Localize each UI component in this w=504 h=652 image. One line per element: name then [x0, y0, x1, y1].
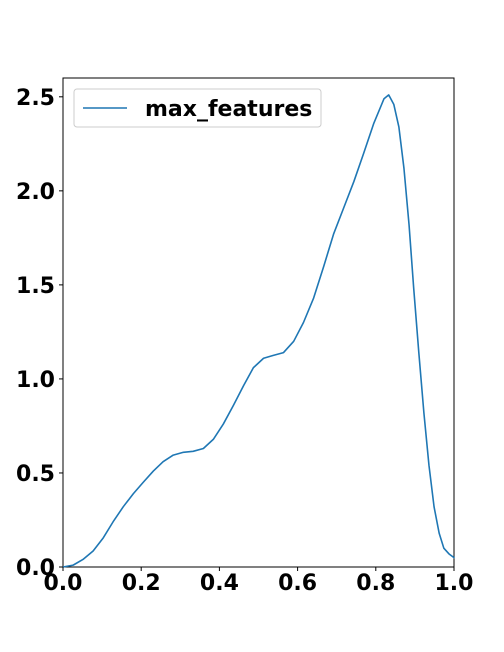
plot-area — [62, 77, 455, 568]
y-tick-label: 2.5 — [16, 86, 55, 111]
y-tick-label: 1.0 — [16, 368, 55, 393]
x-tick-label: 0.2 — [122, 571, 161, 596]
y-axis: 0.0 0.5 1.0 1.5 2.0 2.5 — [16, 86, 63, 581]
x-tick-label: 1.0 — [435, 571, 474, 596]
y-tick-label: 0.0 — [16, 556, 55, 581]
x-tick-label: 0.6 — [278, 571, 317, 596]
x-tick-label: 0.4 — [200, 571, 239, 596]
legend: max_features — [73, 88, 322, 128]
x-tick-label: 0.0 — [44, 571, 83, 596]
y-tick-label: 0.5 — [16, 462, 55, 487]
series-layer — [62, 94, 455, 568]
x-tick-label: 0.8 — [356, 571, 395, 596]
y-tick-label: 1.5 — [16, 274, 55, 299]
legend-label: max_features — [145, 97, 312, 122]
series-line-max-features — [62, 94, 455, 568]
x-axis: 0.0 0.2 0.4 0.6 0.8 1.0 — [44, 567, 474, 596]
y-tick-label: 2.0 — [16, 180, 55, 205]
legend-box — [73, 88, 322, 128]
plot-frame — [62, 77, 455, 568]
